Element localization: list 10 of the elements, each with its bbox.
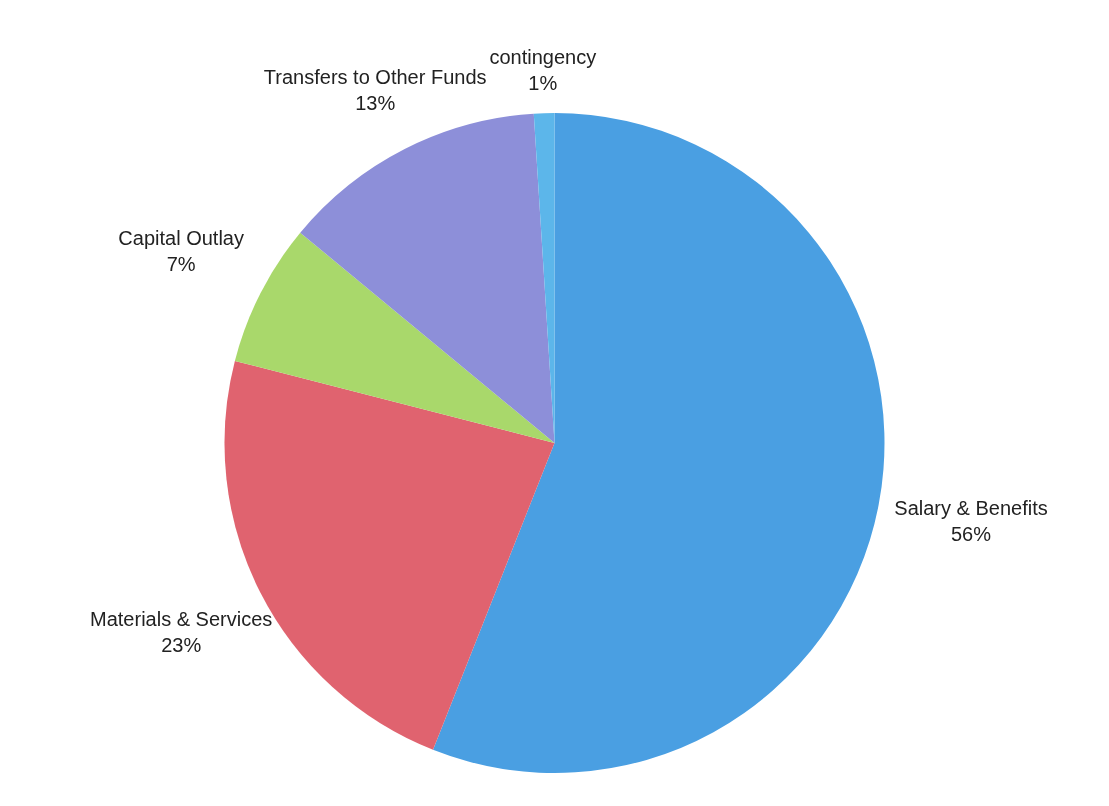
data-label: 13% — [355, 91, 396, 114]
slice-label: Capital Outlay — [118, 227, 244, 250]
slice-label: Salary & Benefits — [894, 496, 1048, 519]
slice-label: contingency — [489, 45, 597, 68]
data-label: 1% — [528, 71, 558, 94]
slice-label: Transfers to Other Funds — [263, 65, 487, 88]
data-label: 56% — [951, 522, 992, 545]
data-label: 23% — [161, 633, 202, 656]
data-label: 7% — [166, 253, 196, 276]
slice-label: Materials & Services — [90, 607, 273, 630]
